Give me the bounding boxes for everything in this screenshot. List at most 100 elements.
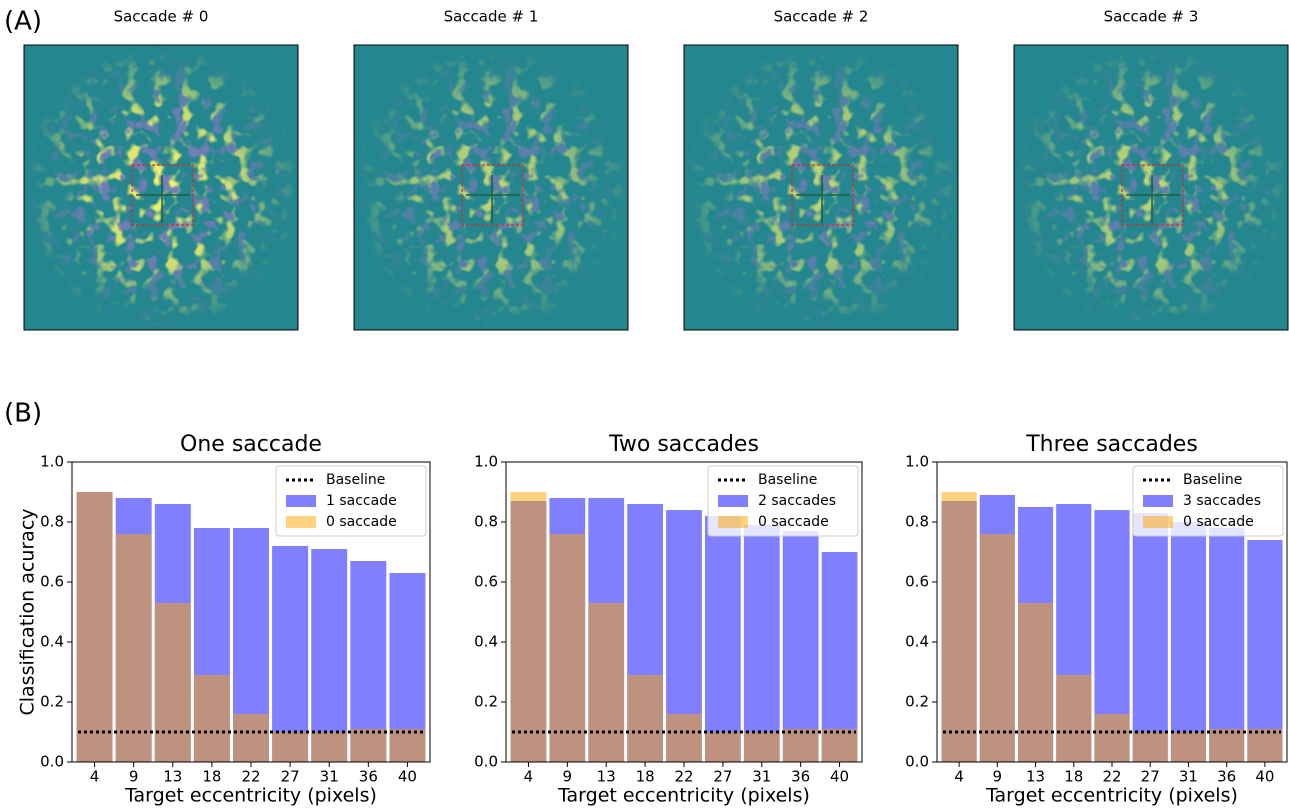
texture-dark [354,45,628,330]
bar [1056,675,1092,762]
image-frame [1013,44,1289,331]
bar [549,534,586,762]
bar [510,492,547,762]
x-tick-label: 13 [1026,768,1045,786]
image-texture [24,45,298,330]
image-title: Saccade # 3 [1104,8,1199,26]
image-frame [353,44,629,331]
y-tick-label: 0.4 [474,633,498,651]
x-tick-label: 36 [359,768,378,786]
chart-title: One saccade [180,432,322,457]
y-tick-label: 0.0 [474,753,498,771]
y-tick-label: 0.6 [905,573,929,591]
target-box [131,164,194,226]
legend-label: 2 saccades [758,493,836,509]
bar [1094,714,1130,762]
bar [76,492,113,762]
bar [705,516,741,762]
image-title: Saccade # 0 [114,8,209,26]
y-tick-label: 0.8 [905,513,929,531]
bar [193,675,230,762]
bar [1017,603,1054,762]
target-box [461,164,524,226]
legend-swatch [718,516,748,528]
bar [350,729,387,762]
legend-swatch [1143,516,1173,528]
bar [1209,528,1245,762]
bar [115,534,152,762]
texture-dark [24,45,298,330]
bar [666,714,702,762]
panel-label: (A) [4,7,42,37]
x-tick-label: 4 [90,768,100,786]
bar [1170,732,1207,762]
bar [782,729,819,762]
bar [1132,732,1168,762]
image-frame [23,44,299,331]
legend-label: 0 saccade [758,514,829,530]
image-texture [1014,45,1288,330]
x-tick-label: 9 [563,768,573,786]
bar [782,531,819,762]
image [23,44,299,331]
chart-title: Three saccades [1025,432,1198,457]
y-tick-label: 0.2 [905,693,929,711]
bar [627,675,663,762]
x-tick-label: 9 [129,768,139,786]
bar [389,729,426,762]
bar [1247,540,1283,762]
x-tick-label: 40 [398,768,417,786]
image-texture [354,45,628,330]
y-tick-label: 1.0 [40,453,64,471]
y-tick-label: 0.0 [905,753,929,771]
bar [821,552,858,762]
legend-label: Baseline [326,472,385,488]
bar [233,714,269,762]
x-tick-label: 4 [524,768,534,786]
texture-dark [1014,45,1288,330]
x-tick-label: 31 [1179,768,1198,786]
bar [272,732,309,762]
image [353,44,629,331]
legend-label: Baseline [1183,472,1242,488]
target-box [791,164,854,226]
legend-label: 1 saccade [326,493,397,509]
legend-label: 0 saccade [1183,514,1254,530]
legend-label: 3 saccades [1183,493,1261,509]
x-tick-label: 40 [830,768,849,786]
y-tick-label: 1.0 [474,453,498,471]
bar [705,732,741,762]
bar [743,525,780,762]
x-tick-label: 18 [202,768,221,786]
panel-label: (B) [4,399,42,429]
legend-swatch [1143,495,1173,507]
x-tick-label: 22 [674,768,693,786]
x-tick-label: 31 [320,768,339,786]
x-tick-label: 18 [1064,768,1083,786]
bar [272,546,309,762]
y-tick-label: 0.4 [40,633,64,651]
legend-swatch [286,516,316,528]
bar [588,603,625,762]
x-tick-label: 18 [636,768,655,786]
y-tick-label: 0.8 [474,513,498,531]
x-tick-label: 40 [1255,768,1274,786]
texture-dark [684,45,958,330]
legend-swatch [718,495,748,507]
y-tick-label: 0.6 [40,573,64,591]
x-tick-label: 22 [1102,768,1121,786]
y-tick-label: 0.2 [40,693,64,711]
y-tick-label: 0.0 [40,753,64,771]
x-tick-label: 4 [954,768,964,786]
legend-label: 0 saccade [326,514,397,530]
image-frame [683,44,959,331]
bar [350,561,387,762]
bar [941,492,977,762]
legend-label: Baseline [758,472,817,488]
bar [743,732,780,762]
bar [1170,522,1207,762]
image [1013,44,1289,331]
x-tick-label: 31 [752,768,771,786]
y-tick-label: 0.8 [40,513,64,531]
